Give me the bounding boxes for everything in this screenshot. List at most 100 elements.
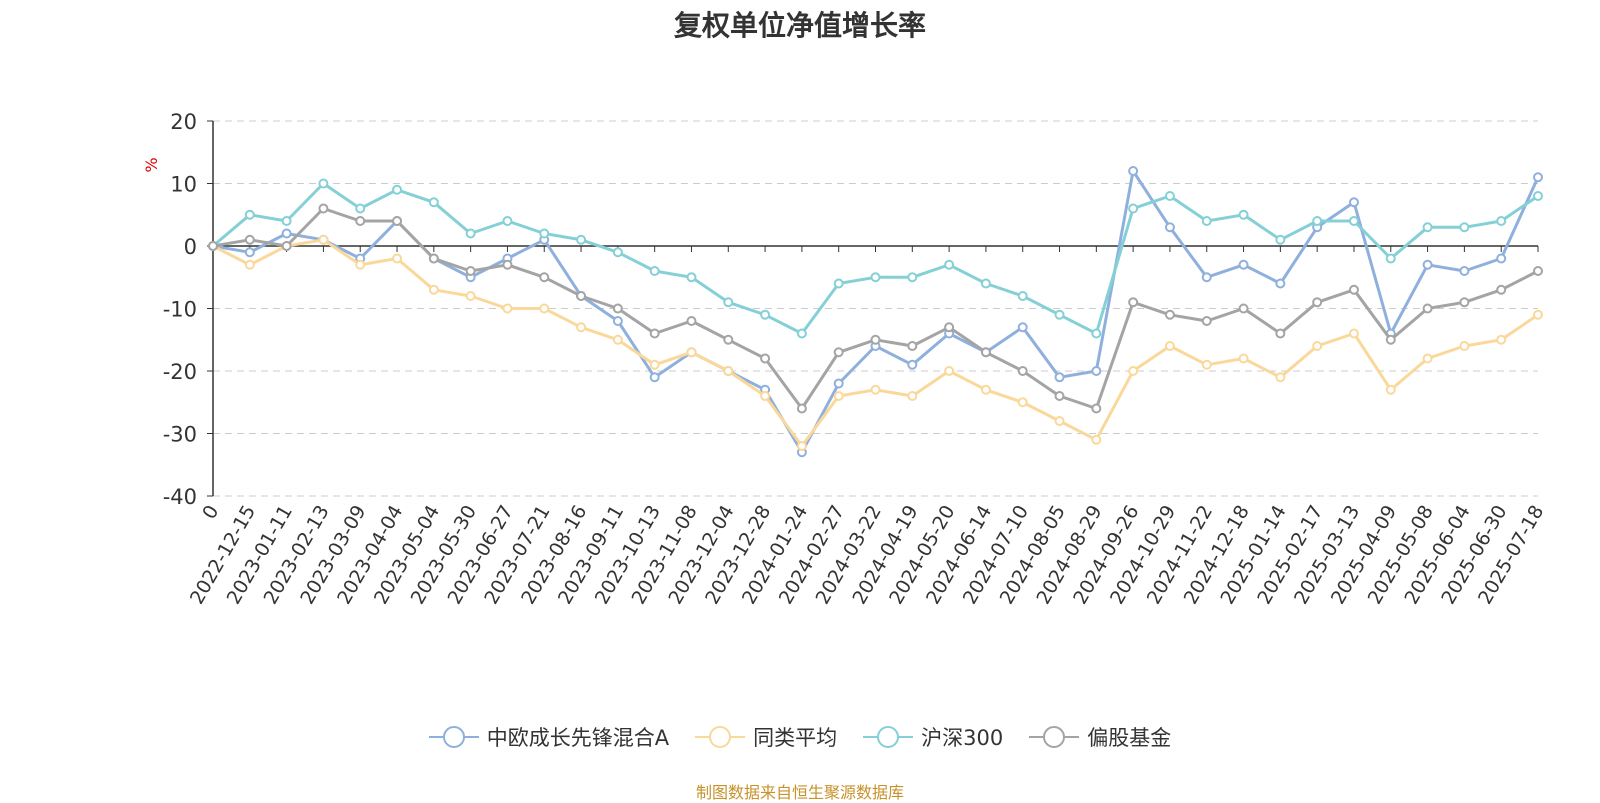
series-2-point bbox=[1238, 209, 1249, 220]
series-3-point bbox=[428, 253, 439, 264]
source-note: 制图数据来自恒生聚源数据库 bbox=[695, 783, 904, 802]
series-2-point bbox=[392, 184, 403, 195]
series-0-point bbox=[1128, 166, 1139, 176]
y-tick-label: 20 bbox=[170, 110, 197, 134]
y-tick-label: 10 bbox=[170, 173, 197, 197]
series-3-point bbox=[1128, 297, 1139, 308]
series-1-point bbox=[980, 384, 991, 395]
y-tick-label: 0 bbox=[184, 235, 197, 259]
series-1-point bbox=[1348, 328, 1359, 339]
series-3-point bbox=[1312, 297, 1323, 308]
series-3-point bbox=[355, 216, 366, 226]
x-tick-label: 0 bbox=[198, 502, 223, 523]
series-3-point bbox=[208, 241, 218, 251]
series-2-point bbox=[1496, 216, 1507, 226]
legend-item[interactable]: 偏股基金 bbox=[1029, 722, 1171, 752]
chart-legend: 中欧成长先锋混合A 同类平均 沪深300 偏股基金 bbox=[0, 722, 1600, 752]
series-2-point bbox=[760, 309, 771, 320]
series-1-point bbox=[686, 347, 697, 358]
series-3-point bbox=[1385, 334, 1396, 345]
series-2-point bbox=[723, 297, 734, 308]
series-1-point bbox=[796, 441, 807, 451]
series-1-point bbox=[318, 234, 329, 245]
series-2-point bbox=[1128, 203, 1139, 214]
series-1-point bbox=[1017, 397, 1028, 408]
series-2-point bbox=[1385, 253, 1396, 264]
legend-label: 偏股基金 bbox=[1087, 726, 1172, 750]
series-0-point bbox=[833, 378, 844, 389]
series-2-point bbox=[576, 234, 587, 245]
series-2-point bbox=[1312, 216, 1323, 226]
series-3-point bbox=[796, 403, 807, 414]
series-2-point bbox=[907, 272, 918, 283]
series-1-point bbox=[1275, 372, 1286, 383]
series-3-point bbox=[539, 272, 550, 283]
series-0-point bbox=[1054, 372, 1065, 383]
series-3-point bbox=[1422, 303, 1433, 314]
series-3-point bbox=[723, 334, 734, 345]
legend-item[interactable]: 同类平均 bbox=[695, 722, 837, 752]
legend-item[interactable]: 中欧成长先锋混合A bbox=[428, 722, 670, 752]
legend-item[interactable]: 沪深300 bbox=[863, 722, 1003, 752]
legend-label: 中欧成长先锋混合A bbox=[486, 726, 670, 750]
legend-marker-icon bbox=[695, 726, 746, 748]
series-0-point bbox=[907, 359, 918, 370]
series-3-point bbox=[760, 353, 771, 364]
legend-marker-icon bbox=[428, 726, 479, 748]
series-1-point bbox=[649, 359, 660, 370]
series-3-point bbox=[392, 216, 403, 226]
series-3-point bbox=[281, 241, 292, 251]
series-3-point bbox=[1238, 303, 1249, 314]
series-2-point bbox=[1422, 222, 1433, 233]
chart-title: 复权单位净值增长率 bbox=[673, 9, 926, 42]
series-1-point bbox=[502, 303, 513, 314]
series-2-point bbox=[355, 203, 366, 214]
series-1-point bbox=[1385, 384, 1396, 395]
series-0-point bbox=[1164, 222, 1175, 233]
series-2-point bbox=[539, 228, 550, 239]
series-0-point bbox=[1459, 266, 1470, 276]
y-tick-label: -30 bbox=[163, 423, 197, 447]
series-2-point bbox=[944, 259, 955, 270]
legend-marker-icon bbox=[1029, 726, 1080, 748]
series-3-point bbox=[980, 347, 991, 358]
series-2-point bbox=[244, 209, 255, 220]
series-0-point bbox=[612, 316, 623, 326]
series-3-point bbox=[1091, 403, 1102, 414]
y-tick-label: -10 bbox=[163, 298, 197, 322]
series-2-point bbox=[796, 328, 807, 339]
series-0-point bbox=[1275, 278, 1286, 289]
series-1-point bbox=[1312, 341, 1323, 351]
series-1-point bbox=[465, 291, 476, 301]
series-3-point bbox=[1054, 391, 1065, 401]
legend-label: 同类平均 bbox=[753, 726, 838, 750]
series-3-point bbox=[649, 328, 660, 339]
series-0-point bbox=[281, 228, 292, 239]
series-1-point bbox=[428, 284, 439, 295]
series-3-point bbox=[1348, 284, 1359, 295]
series-1-point bbox=[723, 366, 734, 376]
series-0-point bbox=[1422, 259, 1433, 270]
series-2-point bbox=[1091, 328, 1102, 339]
y-tick-label: -40 bbox=[163, 485, 197, 509]
series-1-point bbox=[1238, 353, 1249, 364]
series-1-point bbox=[1422, 353, 1433, 364]
series-1-point bbox=[1054, 416, 1065, 426]
series-1-point bbox=[1201, 359, 1212, 370]
series-1-point bbox=[1128, 366, 1139, 376]
series-2-point bbox=[428, 197, 439, 208]
series-1-point bbox=[612, 334, 623, 345]
series-1-point bbox=[907, 391, 918, 401]
series-3-point bbox=[944, 322, 955, 333]
y-axis-label: % bbox=[142, 157, 161, 172]
series-1-point bbox=[576, 322, 587, 333]
series-2-point bbox=[1275, 234, 1286, 245]
series-3-point bbox=[502, 259, 513, 270]
series-2-point bbox=[1017, 291, 1028, 301]
series-2-point bbox=[612, 247, 623, 258]
series-1-point bbox=[1459, 341, 1470, 351]
series-1-point bbox=[244, 259, 255, 270]
series-1-point bbox=[1091, 434, 1102, 445]
series-1-point bbox=[539, 303, 550, 314]
series-2-point bbox=[465, 228, 476, 239]
